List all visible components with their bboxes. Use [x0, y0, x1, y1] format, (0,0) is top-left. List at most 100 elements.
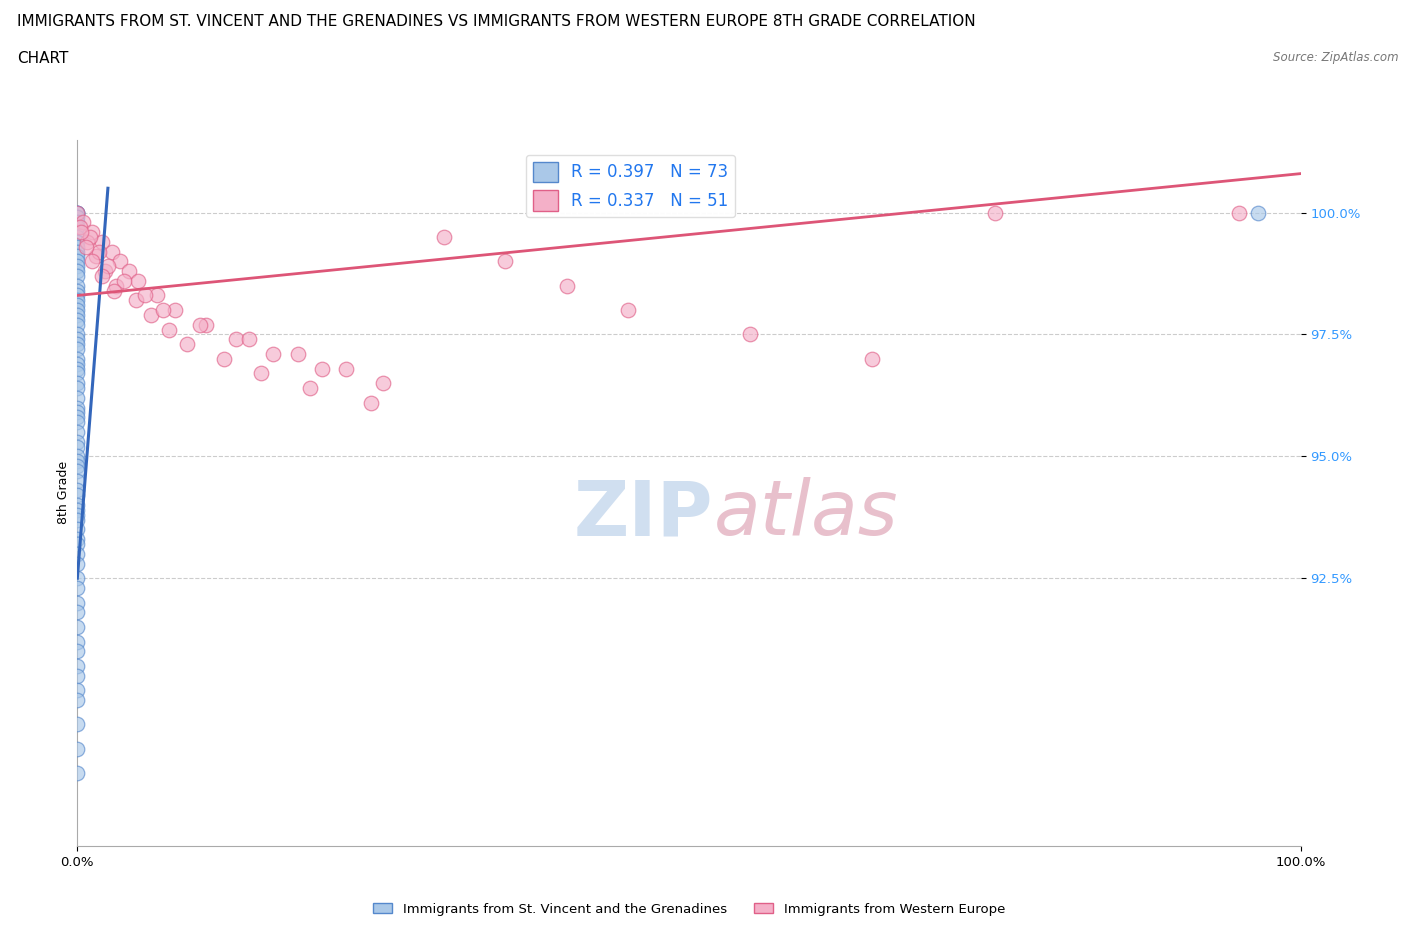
- Point: [66, 264, 89, 279]
- Point: [66, 293, 89, 308]
- Point: [139, 308, 162, 323]
- Point: [984, 206, 1007, 220]
- Point: [66, 206, 89, 220]
- Point: [66, 312, 89, 327]
- Point: [127, 273, 149, 288]
- Point: [66, 366, 89, 381]
- Point: [66, 458, 89, 473]
- Point: [66, 669, 89, 684]
- Point: [66, 269, 89, 284]
- Point: [79, 230, 101, 245]
- Y-axis label: 8th Grade: 8th Grade: [58, 461, 70, 525]
- Point: [100, 245, 122, 259]
- Point: [250, 366, 273, 381]
- Point: [66, 352, 89, 366]
- Point: [66, 254, 89, 269]
- Point: [134, 288, 156, 303]
- Point: [84, 249, 107, 264]
- Point: [75, 239, 97, 254]
- Point: [66, 508, 89, 523]
- Point: [66, 473, 89, 488]
- Point: [80, 254, 103, 269]
- Point: [66, 337, 89, 352]
- Point: [66, 717, 89, 732]
- Point: [66, 356, 89, 371]
- Point: [66, 556, 89, 571]
- Point: [76, 234, 98, 249]
- Point: [66, 693, 89, 708]
- Point: [157, 322, 180, 337]
- Text: CHART: CHART: [17, 51, 69, 66]
- Point: [66, 219, 89, 234]
- Point: [66, 415, 89, 430]
- Point: [66, 483, 89, 498]
- Point: [66, 595, 89, 610]
- Point: [72, 215, 94, 230]
- Point: [66, 410, 89, 425]
- Point: [165, 302, 187, 317]
- Point: [66, 512, 89, 527]
- Point: [89, 245, 111, 259]
- Point: [66, 498, 89, 512]
- Point: [66, 259, 89, 273]
- Point: [66, 502, 89, 517]
- Point: [66, 278, 89, 293]
- Point: [66, 424, 89, 439]
- Point: [66, 454, 89, 469]
- Point: [371, 376, 394, 391]
- Point: [66, 302, 89, 317]
- Point: [66, 463, 89, 478]
- Point: [66, 580, 89, 595]
- Point: [69, 219, 91, 234]
- Text: IMMIGRANTS FROM ST. VINCENT AND THE GRENADINES VS IMMIGRANTS FROM WESTERN EUROPE: IMMIGRANTS FROM ST. VINCENT AND THE GREN…: [17, 14, 976, 29]
- Point: [66, 604, 89, 619]
- Point: [118, 264, 141, 279]
- Point: [66, 391, 89, 405]
- Point: [66, 488, 89, 503]
- Point: [66, 230, 89, 245]
- Point: [66, 522, 89, 537]
- Point: [66, 308, 89, 323]
- Point: [66, 644, 89, 658]
- Point: [287, 347, 309, 362]
- Point: [66, 532, 89, 547]
- Point: [66, 206, 89, 220]
- Point: [66, 234, 89, 249]
- Point: [90, 234, 112, 249]
- Point: [66, 376, 89, 391]
- Point: [66, 547, 89, 562]
- Point: [66, 245, 89, 259]
- Point: [66, 210, 89, 225]
- Point: [433, 230, 456, 245]
- Text: atlas: atlas: [713, 477, 898, 551]
- Point: [66, 449, 89, 464]
- Point: [212, 352, 235, 366]
- Point: [238, 332, 260, 347]
- Point: [80, 225, 103, 240]
- Point: [66, 341, 89, 356]
- Point: [1229, 206, 1251, 220]
- Point: [66, 658, 89, 673]
- Point: [66, 765, 89, 780]
- Point: [66, 439, 89, 454]
- Point: [66, 215, 89, 230]
- Point: [66, 288, 89, 303]
- Point: [311, 361, 333, 376]
- Point: [103, 283, 125, 298]
- Point: [97, 259, 120, 273]
- Point: [66, 380, 89, 395]
- Point: [146, 288, 169, 303]
- Point: [112, 273, 135, 288]
- Point: [262, 347, 284, 362]
- Point: [152, 302, 174, 317]
- Point: [66, 634, 89, 649]
- Text: Source: ZipAtlas.com: Source: ZipAtlas.com: [1274, 51, 1399, 64]
- Point: [66, 619, 89, 634]
- Point: [555, 278, 578, 293]
- Point: [66, 317, 89, 332]
- Point: [194, 317, 217, 332]
- Point: [66, 434, 89, 449]
- Point: [360, 395, 382, 410]
- Point: [617, 302, 640, 317]
- Point: [298, 380, 321, 395]
